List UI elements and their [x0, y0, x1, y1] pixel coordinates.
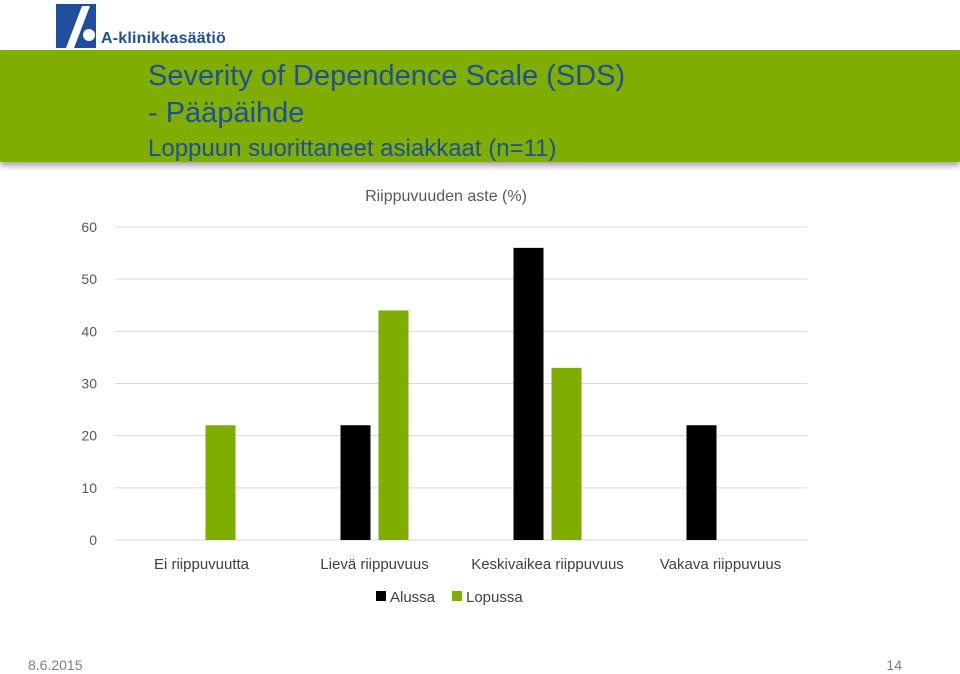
x-tick-label: Lievä riippuvuus: [320, 556, 428, 573]
bar-lopussa: [205, 425, 236, 540]
legend-label: Alussa: [390, 589, 436, 606]
y-tick-label: 40: [81, 323, 97, 339]
bar-alussa: [686, 425, 717, 540]
bar-alussa: [340, 425, 371, 540]
y-tick-label: 50: [81, 271, 97, 287]
slide-title: Severity of Dependence Scale (SDS): [148, 60, 626, 92]
y-tick-label: 60: [81, 219, 97, 235]
logo-mark-icon: [56, 4, 96, 48]
y-tick-label: 30: [81, 376, 97, 392]
bar-lopussa: [378, 310, 409, 540]
footer-date: 8.6.2015: [28, 657, 83, 673]
logo-mark-stroke: [66, 6, 90, 48]
legend-swatch-alussa: [376, 591, 386, 601]
legend-swatch-lopussa: [452, 591, 462, 601]
x-tick-label: Vakava riippuvuus: [660, 556, 781, 573]
y-tick-label: 20: [81, 428, 97, 444]
logo: [56, 4, 256, 50]
footer-page-number: 14: [886, 657, 902, 673]
logo-text: A-klinikkasäätiö: [101, 30, 227, 47]
title-banner: Severity of Dependence Scale (SDS) - Pää…: [0, 50, 960, 162]
bar-lopussa: [551, 367, 582, 540]
slide-subheading: Loppuun suorittaneet asiakkaat (n=11): [148, 135, 557, 162]
chart-title: Riippuvuuden aste (%): [365, 188, 527, 205]
slide-subtitle: - Pääpäihde: [148, 97, 305, 129]
logo-mark-dot: [83, 29, 95, 41]
y-tick-label: 0: [89, 532, 97, 548]
y-tick-label: 10: [81, 480, 97, 496]
bar-alussa: [513, 247, 544, 540]
x-tick-label: Keskivaikea riippuvuus: [471, 556, 624, 573]
x-tick-label: Ei riippuvuutta: [154, 556, 250, 573]
legend-label: Lopussa: [466, 589, 523, 606]
